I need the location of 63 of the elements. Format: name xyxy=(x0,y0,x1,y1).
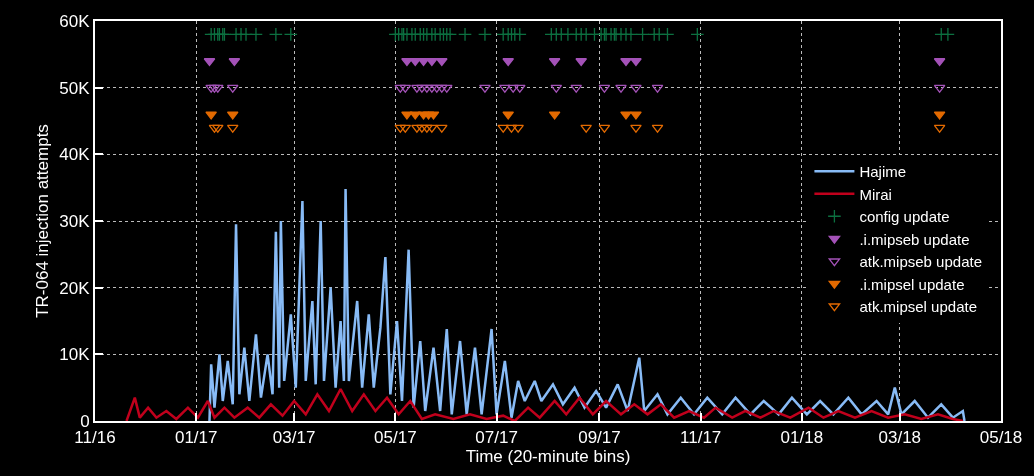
line-series xyxy=(125,387,965,421)
point xyxy=(205,84,217,93)
y-tick-label: 0 xyxy=(80,411,90,431)
y-tick-label: 50K xyxy=(59,78,91,98)
point xyxy=(479,84,491,93)
point xyxy=(615,84,627,93)
x-tick-label: 09/17 xyxy=(578,428,621,448)
point xyxy=(630,84,642,93)
x-tick-label: 03/17 xyxy=(272,428,316,448)
x-axis-title: Time (20-minute bins) xyxy=(465,447,631,467)
point xyxy=(624,27,638,42)
x-tick-label: 07/17 xyxy=(475,428,518,448)
point xyxy=(512,124,524,133)
x-tick-label: 03/18 xyxy=(878,428,922,448)
legend-label: .i.mipseb update xyxy=(859,230,970,248)
point xyxy=(690,27,705,42)
point xyxy=(630,58,642,67)
y-axis-title: TR-064 injection attempts xyxy=(33,124,53,318)
x-tick-label: 11/16 xyxy=(74,428,116,448)
point xyxy=(249,27,263,42)
x-tick-label: 01/17 xyxy=(174,428,218,448)
point xyxy=(443,27,458,42)
legend-label: Mirai xyxy=(859,185,892,203)
point xyxy=(421,84,433,93)
point xyxy=(268,27,283,42)
point xyxy=(620,111,632,120)
point xyxy=(205,111,217,120)
legend-label: atk.mipseb update xyxy=(859,253,982,271)
point xyxy=(416,124,428,133)
point xyxy=(283,27,298,42)
point xyxy=(660,27,675,42)
point xyxy=(478,27,492,42)
y-tick-label: 20K xyxy=(59,278,91,298)
point xyxy=(507,84,519,93)
legend-label: atk.mipsel update xyxy=(859,298,977,316)
point xyxy=(630,111,642,120)
legend-label: config update xyxy=(859,208,950,226)
x-tick-label: 11/17 xyxy=(680,428,722,448)
point xyxy=(512,27,527,42)
point xyxy=(411,124,423,133)
point xyxy=(239,27,253,42)
x-tick-label: 05/17 xyxy=(374,428,417,448)
y-tick-label: 60K xyxy=(59,11,91,31)
point xyxy=(426,58,438,67)
point xyxy=(421,124,433,133)
point xyxy=(635,27,650,42)
point xyxy=(411,84,423,93)
point xyxy=(630,124,642,133)
x-tick-label: 05/18 xyxy=(979,428,1023,448)
x-tick-label: 01/18 xyxy=(780,428,824,448)
y-tick-label: 10K xyxy=(59,345,91,365)
point xyxy=(620,58,632,67)
point xyxy=(426,84,438,93)
legend-label: Hajime xyxy=(859,163,907,181)
point xyxy=(416,84,428,93)
point xyxy=(401,111,413,120)
y-tick-label: 30K xyxy=(59,211,91,231)
point xyxy=(426,124,438,133)
point xyxy=(458,27,472,42)
y-tick-label: 40K xyxy=(59,145,91,165)
legend-label: .i.mipsel update xyxy=(859,275,965,293)
point xyxy=(499,84,511,93)
point xyxy=(940,27,955,42)
